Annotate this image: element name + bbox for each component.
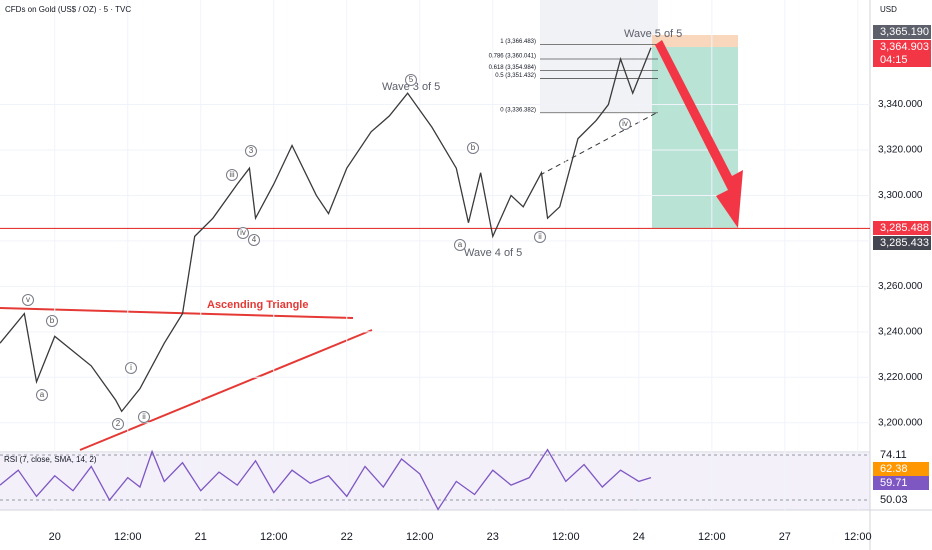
- wave-label: ii: [142, 412, 146, 421]
- annotation: Wave 3 of 5: [382, 81, 440, 93]
- triangle-upper: [0, 307, 354, 319]
- price-label-box: [873, 221, 931, 235]
- y-tick-label: 3,300.000: [878, 190, 923, 201]
- fib-label: 1 (3,366.483): [500, 39, 536, 45]
- rsi-value-box: [873, 462, 929, 476]
- wave-marker: [245, 145, 257, 157]
- wave-marker: [22, 294, 34, 306]
- rsi-line: [0, 448, 652, 511]
- price-label: 3,285.433: [880, 237, 929, 249]
- wave-label: a: [40, 390, 45, 399]
- wave-label: 4: [252, 235, 257, 244]
- price-label: 3,364.903: [880, 41, 929, 53]
- x-tick-label: 23: [487, 531, 499, 543]
- wave-label: ii: [538, 232, 542, 241]
- price-label: 04:15: [880, 54, 908, 66]
- y-tick-label: 3,240.000: [878, 326, 923, 337]
- chart-title: CFDs on Gold (US$ / OZ) · 5 · TVC: [5, 5, 131, 14]
- price-label-box: [873, 236, 931, 250]
- rsi-title: RSI (7, close, SMA, 14, 2): [4, 455, 97, 464]
- wave-marker: [125, 362, 137, 374]
- x-tick-label: 12:00: [552, 531, 580, 543]
- fib-label: 0.618 (3,354.984): [489, 65, 536, 71]
- wave-label: 3: [249, 146, 254, 155]
- x-tick-label: 24: [633, 531, 645, 543]
- y-tick-label: 3,260.000: [878, 281, 923, 292]
- wave-label: v: [26, 295, 30, 304]
- wave-marker: [534, 231, 546, 243]
- wave-label: b: [50, 316, 55, 325]
- annotation: Wave 5 of 5: [624, 28, 682, 40]
- price-label-box: [873, 25, 931, 39]
- x-tick-label: 27: [779, 531, 791, 543]
- x-tick-label: 21: [195, 531, 207, 543]
- y-tick-label: 3,220.000: [878, 372, 923, 383]
- wave-label: b: [471, 143, 476, 152]
- wave-label: i: [130, 363, 132, 372]
- rsi-value-box: [873, 476, 929, 490]
- wave-marker: [36, 389, 48, 401]
- x-tick-label: 12:00: [844, 531, 872, 543]
- y-tick-label: 3,200.000: [878, 417, 923, 428]
- y-tick-label: 3,340.000: [878, 99, 923, 110]
- wave-marker: [248, 234, 260, 246]
- price-label: 3,365.190: [880, 26, 929, 38]
- x-tick-label: 12:00: [260, 531, 288, 543]
- wave-marker: [226, 169, 238, 181]
- currency: USD: [880, 5, 897, 14]
- fib-label: 0.5 (3,351.432): [495, 73, 536, 79]
- fib-label: 0 (3,336.382): [500, 107, 536, 113]
- rsi-pane: [0, 453, 870, 510]
- price-label: 3,285.488: [880, 222, 929, 234]
- fib-label: 0.786 (3,360.041): [489, 54, 536, 60]
- wave-marker: [467, 142, 479, 154]
- annotation: Ascending Triangle: [207, 299, 308, 311]
- rsi-tick-label: 74.11: [880, 449, 907, 461]
- wave-marker: [46, 315, 58, 327]
- x-tick-label: 22: [341, 531, 353, 543]
- wave-marker: [405, 74, 417, 86]
- annotation: Wave 4 of 5: [464, 247, 522, 259]
- wave-label: a: [458, 240, 463, 249]
- wave-label: iv: [240, 228, 246, 237]
- wave-marker: [619, 118, 631, 130]
- x-tick-label: 12:00: [406, 531, 434, 543]
- wave-marker: [138, 411, 150, 423]
- triangle-lower: [79, 329, 373, 451]
- rsi-value: 62.38: [880, 463, 908, 475]
- wave-marker: [112, 418, 124, 430]
- x-tick-label: 12:00: [698, 531, 726, 543]
- rsi-value: 59.71: [880, 477, 908, 489]
- stop-zone: [652, 35, 738, 47]
- price-label-box: [873, 40, 931, 54]
- wave-marker: [237, 227, 249, 239]
- wave-label: iv: [622, 119, 628, 128]
- x-tick-label: 20: [49, 531, 61, 543]
- wave-marker: [454, 239, 466, 251]
- rsi-tick-label: 50.03: [880, 494, 908, 506]
- down-arrow: [655, 40, 743, 228]
- wave-label: 5: [409, 75, 414, 84]
- y-tick-label: 3,320.000: [878, 145, 923, 156]
- wave-label: 2: [116, 419, 121, 428]
- x-tick-label: 12:00: [114, 531, 142, 543]
- fib-zone: [540, 0, 658, 112]
- wave-label: iii: [229, 170, 235, 179]
- price-line: [0, 47, 652, 413]
- price-label-box: [873, 53, 931, 67]
